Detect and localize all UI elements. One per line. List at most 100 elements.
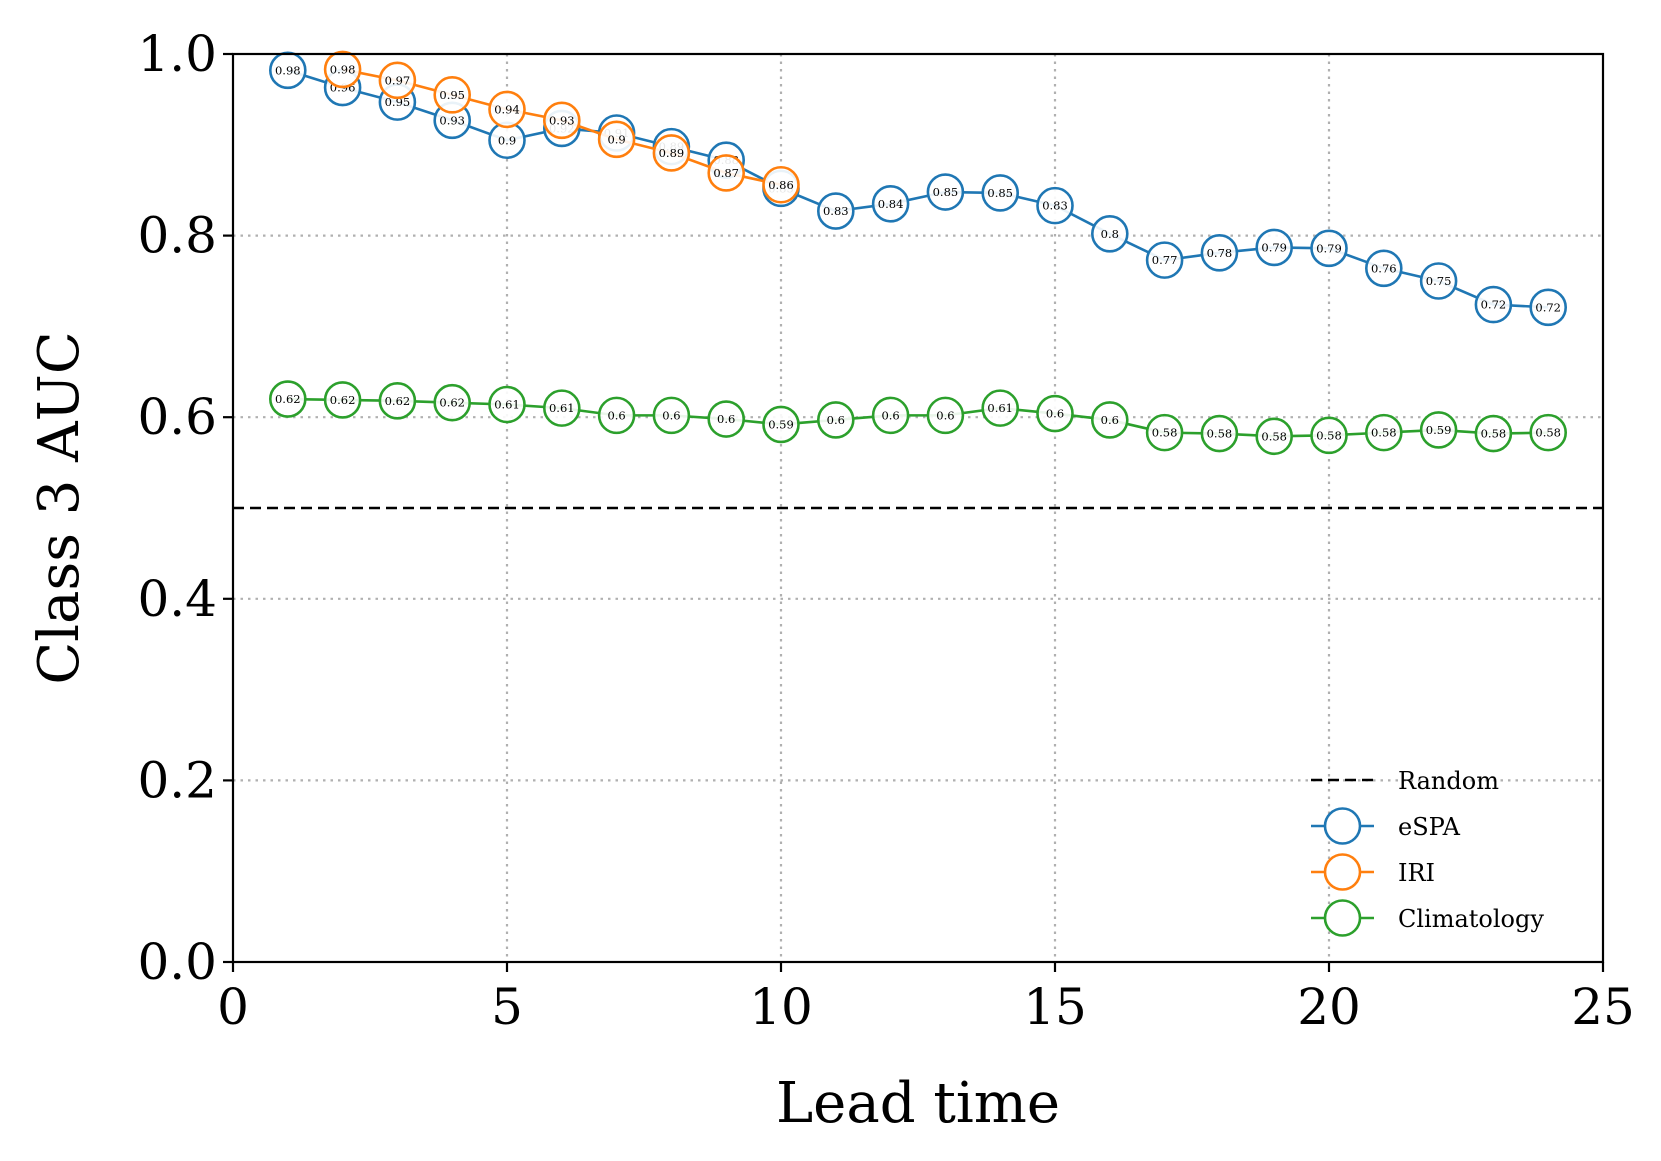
x-tick-label: 0 (217, 978, 249, 1036)
espa-point-label: 0.79 (1316, 241, 1342, 255)
iri-point-label: 0.86 (768, 178, 794, 192)
iri-point (323, 50, 362, 89)
climatology-point (1255, 417, 1293, 456)
iri-point (488, 90, 526, 129)
iri-point (433, 76, 472, 114)
climatology-point (1474, 414, 1513, 453)
climatology-point (378, 382, 417, 420)
y-tick-label: 0.6 (137, 388, 217, 446)
espa-point-label: 0.72 (1535, 300, 1561, 314)
iri-point-label: 0.95 (439, 88, 465, 102)
climatology-point-label: 0.59 (768, 417, 794, 431)
espa-point (981, 174, 1020, 212)
climatology-point-label: 0.6 (881, 408, 899, 422)
legend-label-random: Random (1398, 767, 1499, 795)
climatology-point (981, 389, 1020, 427)
espa-point (1200, 234, 1239, 272)
y-tick-label: 0.8 (137, 207, 217, 265)
climatology-point (926, 396, 965, 435)
espa-point (1310, 229, 1348, 268)
climatology-point-label: 0.6 (717, 412, 735, 426)
climatology-point-label: 0.62 (275, 392, 301, 406)
espa-point-label: 0.95 (385, 95, 411, 109)
climatology-point (1419, 411, 1458, 449)
climatology-point-label: 0.61 (987, 401, 1013, 415)
espa-point-label: 0.75 (1426, 274, 1452, 288)
espa-point-label: 0.8 (1101, 227, 1119, 241)
legend-label-espa: eSPA (1398, 813, 1461, 841)
y-tick-label: 0.2 (137, 751, 217, 809)
iri-point (378, 61, 417, 100)
legend: Random eSPA IRI Climatology (1311, 767, 1544, 937)
climatology-point (1145, 413, 1184, 452)
x-tick-label: 25 (1571, 978, 1635, 1036)
series-layer: 0.980.960.950.930.90.920.910.890.880.850… (268, 50, 1567, 456)
espa-point-label: 0.78 (1207, 246, 1233, 260)
climatology-point-label: 0.58 (1261, 429, 1287, 443)
legend-label-climatology: Climatology (1398, 905, 1544, 933)
espa-point-label: 0.72 (1481, 298, 1507, 312)
climatology-point-label: 0.62 (330, 393, 356, 407)
espa-point (1474, 285, 1513, 324)
espa-point-label: 0.84 (878, 197, 904, 211)
x-tick-label: 5 (491, 978, 523, 1036)
climatology-point-label: 0.61 (494, 397, 520, 411)
espa-point (1036, 186, 1074, 225)
climatology-point-label: 0.62 (385, 394, 411, 408)
iri-point-label: 0.89 (659, 146, 685, 160)
x-axis-title: Lead time (776, 1071, 1060, 1136)
climatology-point (762, 405, 800, 444)
espa-point (1365, 249, 1403, 288)
legend-entry-climatology: Climatology (1311, 899, 1544, 937)
climatology-point-label: 0.58 (1371, 426, 1397, 440)
climatology-point-label: 0.6 (1046, 407, 1064, 421)
x-tick-label: 10 (749, 978, 813, 1036)
climatology-point-label: 0.58 (1152, 426, 1178, 440)
climatology-point (1091, 401, 1129, 439)
espa-point (1529, 288, 1567, 327)
y-tick-label: 0.4 (137, 570, 217, 628)
espa-line (287, 69, 1549, 309)
plot-frame (231, 52, 1605, 964)
espa-point (1419, 262, 1458, 300)
legend-entry-random: Random (1311, 767, 1499, 795)
legend-label-iri: IRI (1398, 859, 1435, 887)
iri-point-label: 0.87 (713, 166, 739, 180)
legend-marker-climatology (1323, 899, 1362, 937)
climatology-point-label: 0.59 (1426, 423, 1452, 437)
climatology-point (542, 389, 581, 427)
y-tick-label: 1.0 (137, 25, 217, 83)
climatology-series: 0.62 0.62 0.62 0.62 0.61 0.61 0.6 0.6 0.6 0.59 0.6… (268, 380, 1567, 456)
x-tick-label: 20 (1297, 978, 1361, 1036)
climatology-point-label: 0.6 (662, 408, 680, 422)
espa-point-label: 0.98 (275, 63, 301, 77)
espa-point (926, 173, 965, 211)
iri-point (707, 154, 746, 192)
espa-point (1091, 214, 1129, 253)
climatology-point (1036, 394, 1074, 433)
iri-point-label: 0.97 (385, 73, 411, 87)
climatology-point-label: 0.62 (439, 396, 465, 410)
espa-point-label: 0.76 (1371, 261, 1397, 275)
climatology-point (323, 381, 362, 419)
climatology-point-label: 0.6 (1101, 413, 1119, 427)
espa-point-label: 0.77 (1152, 253, 1178, 267)
climatology-point (1310, 416, 1348, 455)
iri-point-label: 0.94 (494, 102, 520, 116)
iri-series: 0.98 0.97 0.95 0.94 0.93 0.9 0.89 0.87 0.86 (323, 50, 800, 204)
espa-point-label: 0.9 (498, 133, 516, 147)
espa-point (871, 185, 910, 223)
climatology-point (707, 400, 746, 438)
climatology-point (268, 380, 307, 418)
espa-point (1145, 241, 1184, 279)
iri-point (652, 134, 691, 172)
climatology-point-label: 0.58 (1207, 427, 1233, 441)
espa-point-label: 0.85 (987, 186, 1013, 200)
axis-layer: 0 5 10 15 20 25 0.0 0.2 0.4 0.6 0.8 1.0 (137, 25, 1634, 1036)
iri-point-label: 0.98 (330, 62, 356, 76)
iri-point (542, 101, 581, 140)
climatology-point (1529, 413, 1567, 452)
climatology-point-label: 0.58 (1481, 427, 1507, 441)
